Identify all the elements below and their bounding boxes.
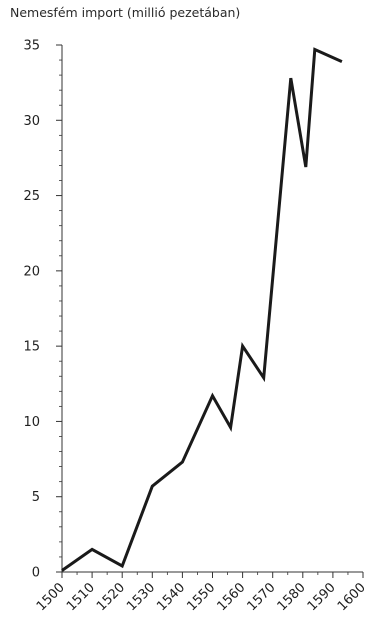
x-tick-label: 1540 <box>154 580 188 614</box>
x-tick-label: 1520 <box>94 580 128 614</box>
series-line-0 <box>61 47 343 572</box>
y-tick-label: 15 <box>23 340 40 355</box>
x-tick-label: 1550 <box>184 580 218 614</box>
x-tick-label: 1500 <box>34 580 68 614</box>
y-tick-label: 30 <box>23 114 40 129</box>
y-tick-label: 35 <box>23 39 40 54</box>
y-tick-label: 5 <box>32 490 40 505</box>
chart-title: Nemesfém import (millió pezetában) <box>10 5 241 20</box>
y-tick-label: 0 <box>32 566 40 581</box>
x-tick-label: 1600 <box>335 580 369 614</box>
y-tick-label: 10 <box>23 415 40 430</box>
x-tick-label: 1570 <box>245 580 279 614</box>
series-layer <box>61 47 343 572</box>
x-tick-label: 1510 <box>64 580 98 614</box>
x-axis: 1500151015201530154015501560157015801590… <box>34 571 369 614</box>
y-axis: 0 5 10 15 20 25 30 35 <box>23 39 63 581</box>
y-tick-label: 20 <box>23 264 40 279</box>
x-tick-label: 1590 <box>305 580 339 614</box>
x-tick-label: 1560 <box>214 580 248 614</box>
x-tick-label: 1580 <box>275 580 309 614</box>
x-tick-label: 1530 <box>124 580 158 614</box>
y-tick-label: 25 <box>23 189 40 204</box>
